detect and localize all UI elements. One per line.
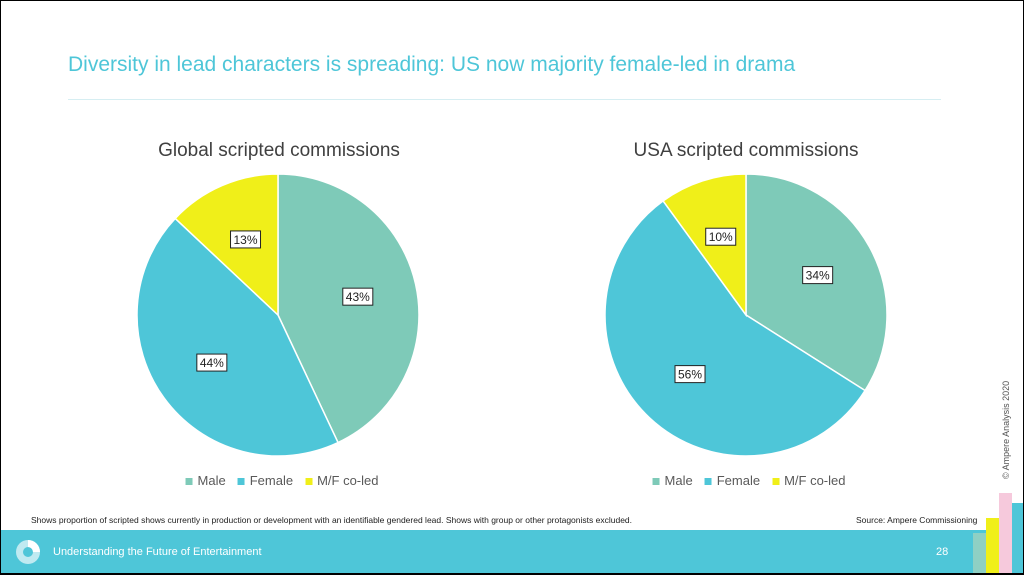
data-label-text: 43%: [346, 290, 370, 304]
footer-text: Understanding the Future of Entertainmen…: [53, 546, 262, 558]
data-label-coled: 10%: [705, 227, 737, 246]
pie-slice-female: [604, 199, 867, 457]
legend-usa: Male Female M/F co-led: [652, 473, 845, 488]
ampere-logo-icon: [16, 540, 40, 564]
data-label-male: 43%: [342, 287, 374, 306]
data-label-text: 13%: [234, 233, 258, 247]
page-number: 28: [936, 546, 949, 558]
copyright: © Ampere Analysis 2020: [1001, 380, 1011, 479]
decor-bar-pink: [999, 493, 1012, 573]
legend-global: Male Female M/F co-led: [185, 473, 378, 488]
legend-label: Male: [197, 473, 226, 488]
title-divider: [68, 99, 941, 100]
data-label-male: 34%: [802, 266, 834, 285]
legend-item-coled: M/F co-led: [772, 473, 845, 488]
data-label-text: 10%: [709, 230, 733, 244]
footer-bar: Understanding the Future of Entertainmen…: [1, 530, 1023, 573]
decor-bar-blue: [1012, 503, 1023, 573]
slide-title: Diversity in lead characters is spreadin…: [68, 53, 796, 76]
legend-item-female: Female: [704, 473, 761, 488]
pie-slice-female: [136, 217, 340, 457]
data-label-text: 44%: [200, 356, 224, 370]
data-label-text: 56%: [678, 368, 702, 382]
data-label-female: 44%: [196, 353, 228, 372]
chart-title-global: Global scripted commissions: [158, 140, 400, 161]
legend-label: M/F co-led: [784, 473, 846, 488]
data-label-female: 56%: [674, 365, 706, 384]
decor-bar-teal: [973, 533, 986, 573]
chart-title-usa: USA scripted commissions: [633, 140, 859, 161]
legend-label: Male: [664, 473, 693, 488]
legend-item-male: Male: [652, 473, 693, 488]
pie-slice-male: [277, 173, 420, 444]
footnote: Shows proportion of scripted shows curre…: [31, 515, 633, 525]
legend-label: Female: [249, 473, 294, 488]
legend-label: M/F co-led: [317, 473, 379, 488]
data-label-text: 34%: [806, 269, 830, 283]
pie-charts: 43% 44% 13% 34% 56% 10%: [136, 173, 888, 457]
legend-item-coled: M/F co-led: [305, 473, 378, 488]
legend-item-female: Female: [237, 473, 294, 488]
pie-slice-coled: [174, 173, 279, 317]
legend-label: Female: [716, 473, 761, 488]
pie-slice-coled: [662, 173, 747, 318]
decor-bar-yellow: [986, 518, 999, 573]
data-label-coled: 13%: [230, 230, 262, 249]
legend-item-male: Male: [185, 473, 226, 488]
source-note: Source: Ampere Commissioning: [856, 515, 978, 525]
